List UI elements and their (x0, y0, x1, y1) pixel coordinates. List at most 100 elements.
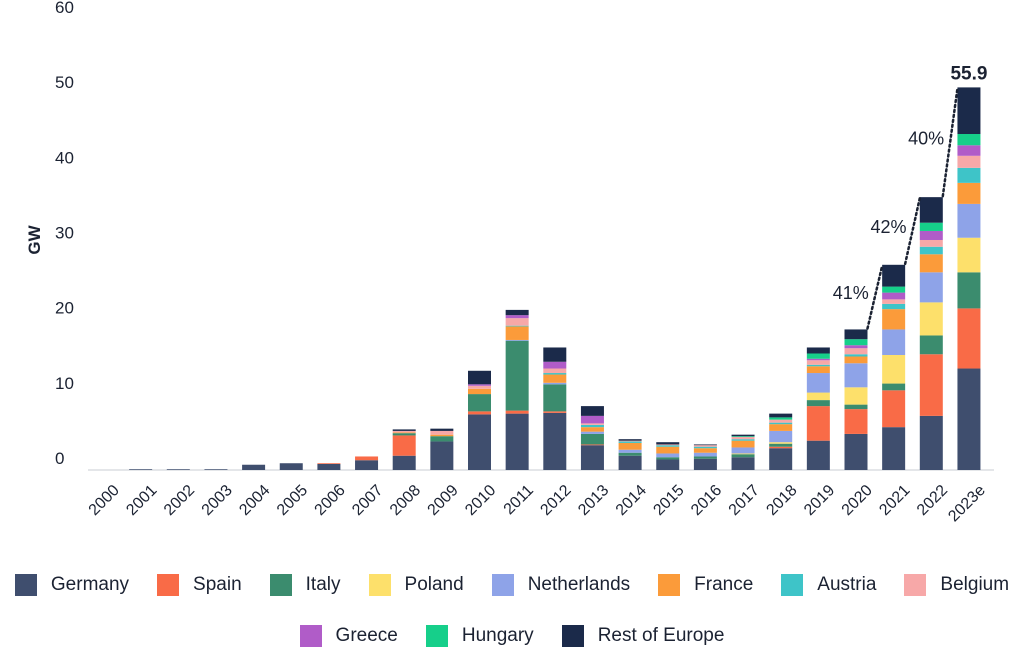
bar-segment-netherlands (806, 373, 830, 393)
legend-item: Hungary (425, 625, 534, 647)
legend-swatch (658, 574, 681, 596)
bar-segment-france (430, 434, 454, 437)
growth-dotted-line (903, 196, 922, 266)
bar-segment-rest-of-europe (543, 347, 567, 362)
legend-label: Italy (305, 574, 341, 595)
bar-segment-belgium (430, 430, 454, 435)
bar-segment-austria (618, 441, 642, 443)
bar-segment-germany (844, 433, 868, 470)
bar-segment-hungary (769, 417, 793, 420)
bar-segment-germany (731, 457, 755, 470)
y-tick-label: 50 (55, 73, 74, 92)
bar-segment-greece (505, 315, 529, 319)
bar-segment-rest-of-europe (844, 329, 868, 340)
bar-segment-greece (919, 230, 943, 240)
legend-row-1: Germany Spain Italy Poland Netherlands France… (0, 574, 1024, 596)
y-tick-label: 10 (55, 374, 74, 393)
bar-segment-rest-of-europe (656, 442, 680, 445)
bar-segment-netherlands (919, 272, 943, 303)
bar-segment-belgium (543, 368, 567, 374)
bar-segment-belgium (656, 444, 680, 446)
legend-item: France (658, 574, 753, 596)
bar-segment-austria (957, 167, 981, 183)
bar-segment-belgium (618, 440, 642, 442)
bar-segment-austria (769, 422, 793, 425)
bar-segment-italy (505, 340, 529, 411)
x-tick-label: 2002 (161, 482, 198, 519)
bar-segment-rest-of-europe (806, 347, 830, 354)
x-tick-label: 2018 (763, 482, 800, 519)
bar-segment-france (543, 374, 567, 383)
legend-label: Rest of Europe (597, 625, 725, 646)
x-tick-label: 2004 (236, 482, 273, 519)
bar-segment-austria (731, 439, 755, 441)
bar-segment-poland (844, 387, 868, 405)
bar-segment-netherlands (618, 449, 642, 453)
x-tick-label: 2008 (387, 482, 424, 519)
bar-segment-belgium (882, 299, 906, 304)
bar-segment-belgium (392, 430, 416, 433)
bar-segment-germany (693, 458, 717, 470)
bar-segment-germany (279, 463, 303, 470)
x-tick-label: 2001 (123, 482, 160, 519)
bar-segment-italy (957, 272, 981, 309)
bar-segment-greece (844, 345, 868, 349)
bar-segment-austria (693, 446, 717, 449)
bar-segment-italy (580, 433, 604, 445)
legend-label: France (694, 574, 754, 595)
bar-segment-rest-of-europe (430, 428, 454, 431)
bar-segment-hungary (731, 436, 755, 437)
legend-label: Austria (817, 574, 877, 595)
bar-segment-spain (919, 354, 943, 416)
bar-segment-spain (769, 446, 793, 449)
x-tick-label: 2009 (425, 482, 462, 519)
bar-segment-italy (844, 404, 868, 410)
bar-segment-germany (618, 455, 642, 470)
bar-segment-rest-of-europe (882, 264, 906, 287)
x-tick-label: 2020 (839, 482, 876, 519)
growth-label: 40% (908, 128, 944, 148)
bar-segment-italy (806, 400, 830, 407)
legend-label: Poland (404, 574, 464, 595)
bar-segment-italy (392, 433, 416, 436)
bar-segment-netherlands (656, 453, 680, 458)
bar-segment-rest-of-europe (919, 197, 943, 223)
bar-segment-netherlands (543, 382, 567, 385)
x-tick-label: 2013 (575, 482, 612, 519)
bar-segment-poland (957, 237, 981, 273)
bar-segment-germany (204, 469, 228, 470)
bar-segment-france (731, 440, 755, 448)
legend-item: Netherlands (491, 574, 631, 596)
bar-segment-austria (656, 445, 680, 447)
bar-segment-greece (543, 361, 567, 369)
bar-segment-france (580, 427, 604, 432)
y-axis-label: GW (25, 224, 44, 254)
bar-segment-italy (919, 335, 943, 355)
bar-segment-france (844, 356, 868, 364)
bar-segment-spain (844, 409, 868, 434)
bar-segment-germany (543, 412, 567, 470)
bar-segment-france (919, 254, 943, 273)
bar-segment-italy (468, 394, 491, 412)
bar-segment-netherlands (769, 430, 793, 443)
y-tick-label: 30 (55, 224, 74, 243)
legend-label: Netherlands (527, 574, 631, 595)
bar-segment-france (806, 366, 830, 374)
bar-segment-belgium (957, 155, 981, 168)
y-tick-label: 40 (55, 148, 74, 167)
legend-label: Germany (50, 574, 130, 595)
x-tick-label: 2003 (199, 482, 236, 519)
x-tick-label: 2023e (945, 482, 989, 526)
bar-segment-austria (543, 373, 567, 375)
bar-segment-poland (731, 453, 755, 455)
legend-swatch (368, 574, 391, 596)
legend-label: Belgium (940, 574, 1010, 595)
bar-segment-france (957, 182, 981, 204)
legend-label: Greece (335, 625, 398, 646)
x-tick-label: 2000 (86, 482, 123, 519)
bar-segment-france (693, 448, 717, 453)
bar-segment-hungary (919, 222, 943, 231)
legend-label: Hungary (461, 625, 534, 646)
bar-segment-italy (430, 436, 454, 442)
bar-segment-austria (505, 325, 529, 327)
